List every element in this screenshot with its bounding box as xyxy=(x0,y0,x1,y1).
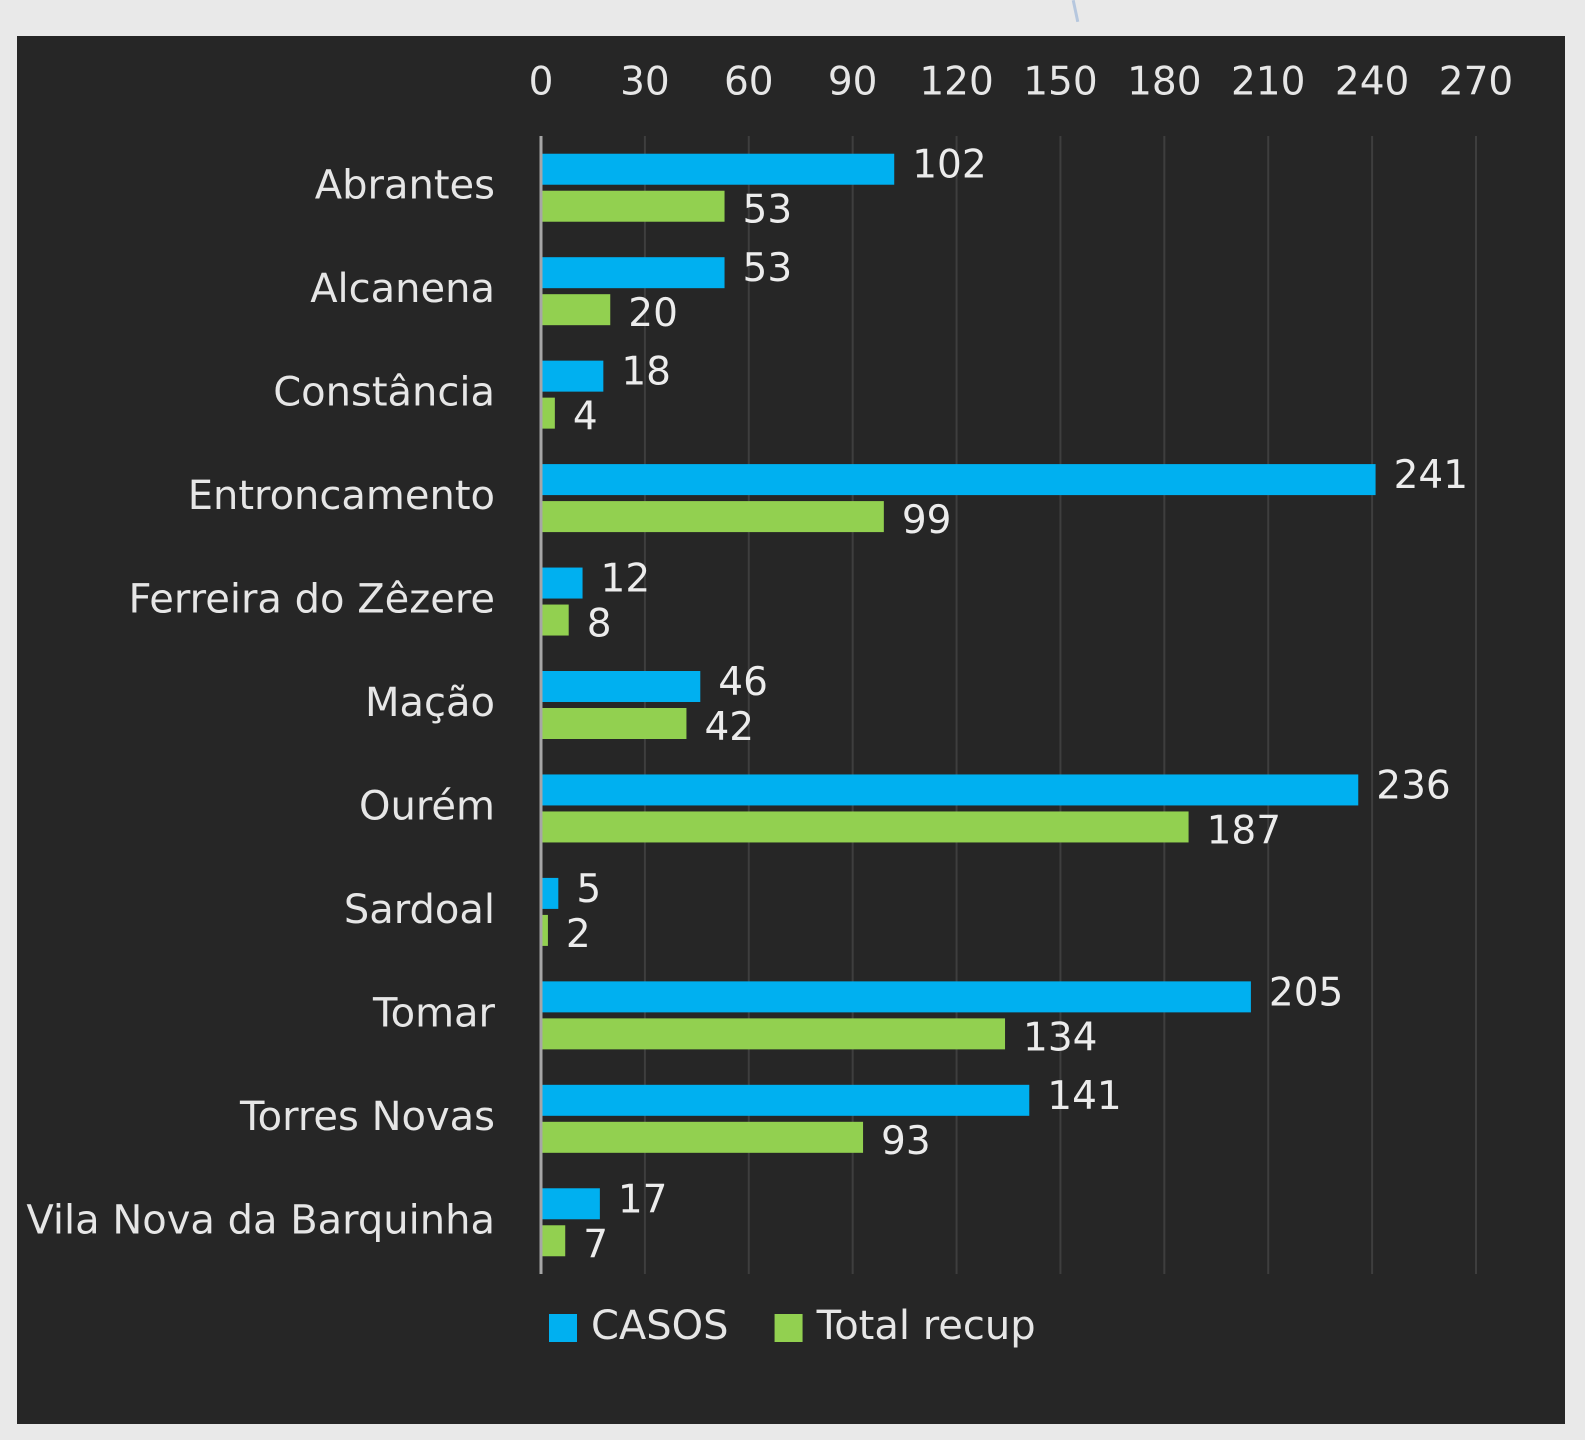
data-label: 12 xyxy=(601,557,651,602)
data-label: 99 xyxy=(902,498,952,543)
legend-swatch xyxy=(774,1314,803,1342)
data-label: 141 xyxy=(1047,1074,1121,1119)
data-label: 4 xyxy=(573,395,598,440)
bar-casos xyxy=(541,877,559,909)
data-label: 134 xyxy=(1023,1015,1097,1060)
x-tick-label: 150 xyxy=(1023,60,1097,105)
bar-total-recup xyxy=(541,708,687,739)
x-tick-label: 0 xyxy=(529,60,554,105)
category-label: Torres Novas xyxy=(239,1094,495,1140)
data-label: 102 xyxy=(912,143,986,188)
bar-casos xyxy=(541,360,604,392)
data-label: 53 xyxy=(743,188,793,233)
legend: CASOS Total recup xyxy=(549,1303,1036,1349)
x-tick-label: 90 xyxy=(828,60,878,105)
data-label: 241 xyxy=(1394,453,1468,498)
data-label: 46 xyxy=(718,660,768,705)
bar-casos xyxy=(541,464,1376,496)
category-label: Ourém xyxy=(359,783,495,829)
bar-casos xyxy=(541,257,725,289)
bar-total-recup xyxy=(541,294,611,326)
bar-casos xyxy=(541,774,1359,806)
category-label: Vila Nova da Barquinha xyxy=(26,1197,495,1243)
x-tick-label: 60 xyxy=(724,60,774,105)
data-label: 93 xyxy=(881,1119,931,1164)
data-label: 17 xyxy=(618,1177,668,1222)
category-label: Tomar xyxy=(372,990,496,1036)
x-axis-ticks: 0 30 60 90 120 150 180 210 240 270 xyxy=(529,60,1514,105)
chart-panel: 0 30 60 90 120 150 180 210 240 270 Abrantes Alcane… xyxy=(17,36,1565,1424)
bar-casos xyxy=(541,981,1251,1013)
data-label: 8 xyxy=(587,602,612,647)
bar-total-recup xyxy=(541,604,569,636)
x-tick-label: 270 xyxy=(1439,60,1513,105)
bars xyxy=(541,153,1376,1257)
bar-casos xyxy=(541,1084,1030,1116)
category-label: Mação xyxy=(365,680,495,726)
legend-swatch xyxy=(549,1314,577,1342)
category-label: Constância xyxy=(273,370,495,416)
data-label: 187 xyxy=(1207,808,1281,853)
bar-total-recup xyxy=(541,1018,1006,1050)
bar-total-recup xyxy=(541,501,884,533)
category-axis: Abrantes Alcanena Constância Entroncamento F… xyxy=(26,163,495,1244)
data-label: 7 xyxy=(583,1222,608,1267)
bar-casos xyxy=(541,153,895,185)
bar-total-recup xyxy=(541,190,725,222)
bar-total-recup xyxy=(541,914,548,946)
data-label: 42 xyxy=(704,705,754,750)
bar-total-recup xyxy=(541,397,555,429)
category-label: Abrantes xyxy=(315,163,495,209)
category-label: Entroncamento xyxy=(188,473,495,519)
x-tick-label: 210 xyxy=(1231,60,1305,105)
x-tick-label: 180 xyxy=(1127,60,1201,105)
bar-chart: 0 30 60 90 120 150 180 210 240 270 Abrantes Alcane… xyxy=(26,60,1514,1350)
data-label: 205 xyxy=(1269,970,1343,1015)
data-label: 2 xyxy=(566,912,591,957)
bar-total-recup xyxy=(541,1225,566,1257)
x-tick-label: 120 xyxy=(919,60,993,105)
bar-casos xyxy=(541,567,583,599)
stray-pen-mark xyxy=(1071,0,1080,23)
bar-total-recup xyxy=(541,811,1189,843)
gridlines xyxy=(643,136,1477,1274)
bar-total-recup xyxy=(541,1121,864,1153)
legend-label: Total recup xyxy=(816,1303,1036,1349)
bar-casos xyxy=(541,1188,600,1220)
x-tick-label: 240 xyxy=(1335,60,1409,105)
category-label: Ferreira do Zêzere xyxy=(128,577,495,623)
category-label: Sardoal xyxy=(344,887,495,933)
legend-label: CASOS xyxy=(591,1303,729,1349)
data-label: 20 xyxy=(628,291,678,336)
data-label: 236 xyxy=(1376,763,1450,808)
x-tick-label: 30 xyxy=(620,60,670,105)
data-label: 5 xyxy=(576,867,601,912)
category-label: Alcanena xyxy=(310,266,495,312)
bar-casos xyxy=(541,671,701,702)
data-label: 18 xyxy=(621,350,671,395)
data-label: 53 xyxy=(743,246,793,291)
